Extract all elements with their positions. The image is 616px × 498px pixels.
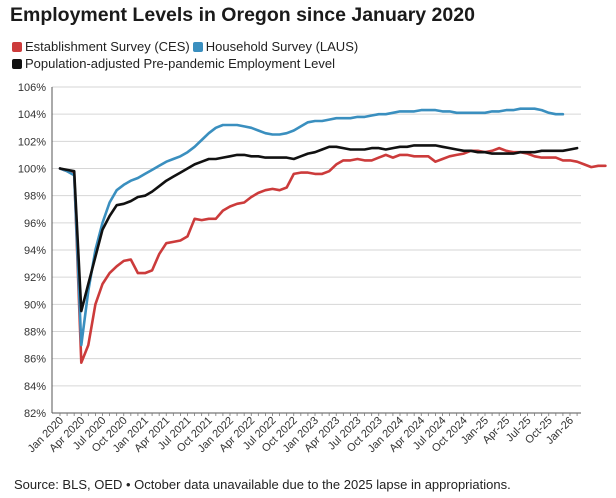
y-tick-label: 90%	[24, 299, 46, 311]
y-tick-label: 88%	[24, 327, 46, 339]
y-tick-label: 96%	[24, 218, 46, 230]
legend-label-population: Population-adjusted Pre-pandemic Employm…	[25, 56, 336, 71]
series-line-ces	[58, 146, 607, 364]
y-tick-label: 104%	[18, 109, 46, 121]
legend-item-population: Population-adjusted Pre-pandemic Employm…	[12, 55, 335, 72]
legend-item-ces: Establishment Survey (CES)	[12, 38, 190, 55]
legend-label-ces: Establishment Survey (CES)	[25, 39, 190, 54]
y-tick-label: 84%	[24, 381, 46, 393]
y-tick-label: 86%	[24, 354, 46, 366]
legend: Establishment Survey (CES) Household Sur…	[12, 38, 361, 72]
y-tick-label: 102%	[18, 136, 46, 148]
legend-swatch-ces	[12, 41, 22, 52]
y-tick-label: 82%	[24, 408, 46, 420]
legend-swatch-laus	[192, 41, 203, 52]
legend-item-laus: Household Survey (LAUS)	[192, 38, 359, 55]
y-tick-label: 100%	[18, 164, 46, 176]
legend-row-1: Establishment Survey (CES) Household Sur…	[12, 38, 361, 55]
legend-label-laus: Household Survey (LAUS)	[205, 39, 359, 54]
legend-row-2: Population-adjusted Pre-pandemic Employm…	[12, 55, 361, 72]
y-tick-label: 92%	[24, 272, 46, 284]
series-line-laus	[58, 107, 565, 347]
y-tick-label: 106%	[18, 82, 46, 94]
y-tick-label: 98%	[24, 191, 46, 203]
source-note: Source: BLS, OED • October data unavaila…	[14, 477, 511, 492]
y-tick-label: 94%	[24, 245, 46, 257]
chart-title: Employment Levels in Oregon since Januar…	[10, 4, 475, 26]
series-line-population	[58, 144, 579, 313]
legend-swatch-population	[12, 58, 22, 69]
